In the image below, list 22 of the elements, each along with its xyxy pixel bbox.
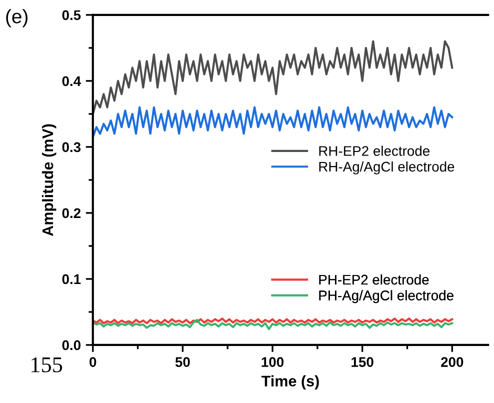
x-tick-label: 50: [175, 357, 190, 367]
y-tick-label: 0.0: [62, 340, 80, 350]
x-axis-title: Time (s): [261, 375, 319, 390]
y-tick-label: 0.1: [62, 274, 81, 284]
y-tick-label: 0.3: [62, 142, 81, 152]
x-tick-label: 100: [262, 357, 284, 367]
text: 155: [32, 357, 62, 372]
y-tick-label: 0.2: [62, 208, 81, 218]
legend-label: PH-EP2 electrode: [319, 274, 429, 285]
y-tick-label: 0.5: [62, 10, 81, 20]
text: (e): [6, 9, 28, 28]
line-series: [92, 106, 454, 138]
line-series: [92, 40, 454, 115]
x-tick-label: 0: [90, 357, 96, 367]
legend-label: RH-Ag/AgCl electrode: [319, 161, 454, 174]
x-tick-label: 200: [441, 357, 464, 367]
legend-label: PH-Ag/AgCl electrode: [319, 290, 454, 304]
y-tick-label: 0.4: [62, 76, 81, 86]
x-tick-label: 150: [352, 357, 374, 367]
legend-label: RH-EP2 electrode: [319, 146, 430, 156]
line-series: [92, 318, 454, 330]
y-axis-title: Amplitude (mV): [42, 124, 56, 236]
